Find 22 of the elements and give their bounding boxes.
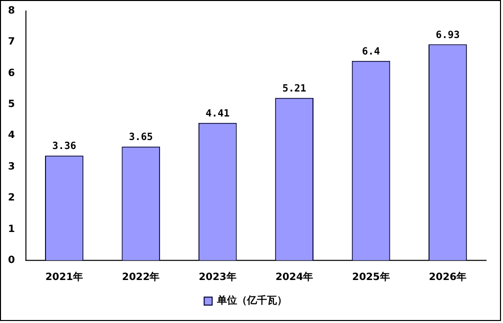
y-tick-label: 3 [8,161,15,172]
y-tick-label: 4 [8,130,15,142]
y-tick-label: 0 [8,254,15,266]
data-label: 3.65 [128,132,153,144]
x-tick-label: 2022年 [122,270,160,283]
data-label: 6.93 [436,30,460,41]
y-tick-label: 8 [8,6,15,17]
x-tick-label: 2024年 [275,270,314,283]
y-tick-label: 5 [8,99,15,110]
x-tick-label: 2021年 [45,270,84,283]
data-label: 4.41 [206,108,230,120]
y-tick-label: 2 [8,192,15,204]
x-tick-label: 2026年 [428,270,467,283]
data-label: 3.36 [52,141,76,152]
data-label: 6.4 [362,46,380,58]
y-tick-label: 7 [8,36,15,48]
data-label: 5.21 [282,84,306,95]
y-tick-label: 1 [8,224,15,235]
legend-label: 单位（亿千瓦） [216,294,288,307]
y-tick-label: 6 [8,68,15,79]
x-tick-label: 2023年 [198,270,236,283]
x-tick-label: 2025年 [352,270,390,283]
